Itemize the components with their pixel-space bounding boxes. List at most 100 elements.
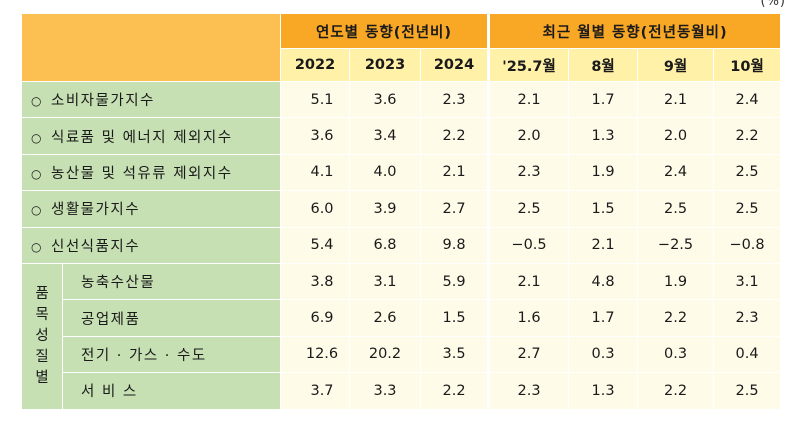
table-row: 서 비 스 3.7 3.3 2.2 2.3 1.3 2.2 2.5 — [22, 372, 782, 410]
value-cell: 4.0 — [349, 153, 421, 192]
value-cell: 2.7 — [419, 190, 490, 228]
value-cell: 2.0 — [487, 117, 570, 155]
value-cell: 2.6 — [349, 299, 421, 337]
value-cell: 4.1 — [280, 153, 350, 192]
table-row: 공업제품 6.9 2.6 1.5 1.6 1.7 2.2 2.3 — [22, 299, 782, 337]
value-cell: 9.8 — [419, 226, 490, 264]
value-cell: 4.8 — [568, 262, 639, 301]
value-cell: 12.6 — [280, 335, 350, 374]
header-row-groups: 연도별 동향(전년비) 최근 월별 동향(전년동월비) — [21, 13, 782, 82]
table-row: 전기 · 가스 · 수도 12.6 20.2 3.5 2.7 0.3 0.3 0… — [22, 335, 782, 374]
bullet-icon: ○ — [31, 130, 43, 145]
value-cell: 2.4 — [713, 80, 782, 119]
bullet-icon: ○ — [31, 166, 43, 181]
value-cell: 3.9 — [349, 190, 421, 228]
value-cell: 20.2 — [349, 335, 421, 374]
value-cell: 0.3 — [568, 335, 639, 374]
column-header: '25.7월 — [487, 48, 570, 82]
value-cell: 2.4 — [637, 153, 715, 192]
table-row: ○ 생활물가지수 6.0 3.9 2.7 2.5 1.5 2.5 2.5 — [21, 190, 782, 228]
value-cell: 2.3 — [713, 299, 782, 337]
table-row: ○ 농산물 및 석유류 제외지수 4.1 4.0 2.1 2.3 1.9 2.4 … — [21, 153, 782, 192]
annual-trend-header: 연도별 동향(전년비) — [279, 13, 490, 49]
header-row-periods: 2022 2023 2024 '25.7월 8월 9월 10월 — [22, 48, 782, 82]
value-cell: 6.8 — [349, 226, 421, 264]
value-cell: 1.3 — [568, 117, 639, 155]
value-cell: 2.5 — [713, 190, 782, 228]
header-corner — [21, 13, 281, 82]
column-header: 9월 — [637, 48, 715, 82]
value-cell: 3.1 — [349, 262, 421, 301]
table-row: ○ 신선식품지수 5.4 6.8 9.8 −0.5 2.1 −2.5 −0.8 — [21, 226, 782, 264]
row-label: ○ 소비자물가지수 — [21, 80, 281, 119]
value-cell: 3.1 — [713, 262, 782, 301]
value-cell: 3.7 — [280, 372, 350, 410]
value-cell: −0.5 — [487, 226, 570, 264]
value-cell: 6.9 — [280, 299, 350, 337]
value-cell: 5.4 — [280, 226, 350, 264]
row-label: 공업제품 — [62, 299, 281, 337]
unit-label: (%) — [760, 0, 786, 9]
value-cell: 1.3 — [568, 372, 639, 410]
row-label: 전기 · 가스 · 수도 — [62, 335, 281, 374]
column-header: 2024 — [419, 48, 490, 82]
row-label: 농축수산물 — [62, 262, 281, 301]
column-header: 10월 — [713, 48, 782, 82]
value-cell: 6.0 — [280, 190, 350, 228]
value-cell: −0.8 — [713, 226, 782, 264]
value-cell: 1.7 — [568, 299, 639, 337]
value-cell: −2.5 — [637, 226, 715, 264]
value-cell: 2.3 — [487, 153, 570, 192]
row-label: ○ 농산물 및 석유류 제외지수 — [21, 153, 281, 192]
value-cell: 0.3 — [637, 335, 715, 374]
table-row: ○ 소비자물가지수 5.1 3.6 2.3 2.1 1.7 2.1 2.4 — [21, 80, 782, 119]
column-header: 8월 — [568, 48, 639, 82]
value-cell: 3.3 — [349, 372, 421, 410]
value-cell: 2.7 — [487, 335, 570, 374]
item-group-title: 품 목 성 질 별 — [21, 262, 63, 410]
row-label: 서 비 스 — [62, 372, 281, 410]
value-cell: 3.6 — [349, 80, 421, 119]
value-cell: 1.9 — [637, 262, 715, 301]
value-cell: 3.8 — [280, 262, 350, 301]
cpi-trend-table: 연도별 동향(전년비) 최근 월별 동향(전년동월비) 2022 2023 20… — [21, 13, 782, 410]
value-cell: 3.6 — [280, 117, 350, 155]
bullet-icon: ○ — [31, 239, 43, 254]
value-cell: 2.5 — [713, 372, 782, 410]
row-label: ○ 신선식품지수 — [21, 226, 281, 264]
value-cell: 2.5 — [713, 153, 782, 192]
value-cell: 1.9 — [568, 153, 639, 192]
value-cell: 2.1 — [419, 153, 490, 192]
value-cell: 2.2 — [713, 117, 782, 155]
value-cell: 1.5 — [419, 299, 490, 337]
value-cell: 2.0 — [637, 117, 715, 155]
value-cell: 2.3 — [419, 80, 490, 119]
value-cell: 1.6 — [487, 299, 570, 337]
value-cell: 2.1 — [487, 80, 570, 119]
table-row: 품 목 성 질 별 농축수산물 3.8 3.1 5.9 2.1 4.8 1.9 … — [21, 262, 782, 410]
value-cell: 3.5 — [419, 335, 490, 374]
recent-monthly-trend-header: 최근 월별 동향(전년동월비) — [487, 13, 782, 49]
column-header: 2023 — [349, 48, 421, 82]
value-cell: 2.5 — [637, 190, 715, 228]
value-cell: 1.7 — [568, 80, 639, 119]
bullet-icon: ○ — [31, 203, 43, 218]
value-cell: 2.2 — [419, 117, 490, 155]
value-cell: 5.9 — [419, 262, 490, 301]
table-row: ○ 식료품 및 에너지 제외지수 3.6 3.4 2.2 2.0 1.3 2.0 … — [21, 117, 782, 155]
value-cell: 2.1 — [487, 262, 570, 301]
value-cell: 3.4 — [349, 117, 421, 155]
value-cell: 1.5 — [568, 190, 639, 228]
value-cell: 2.2 — [637, 299, 715, 337]
value-cell: 2.1 — [568, 226, 639, 264]
value-cell: 0.4 — [713, 335, 782, 374]
value-cell: 5.1 — [280, 80, 350, 119]
column-header: 2022 — [280, 48, 350, 82]
bullet-icon: ○ — [31, 94, 43, 109]
row-label: ○ 식료품 및 에너지 제외지수 — [21, 117, 281, 155]
value-cell: 2.1 — [637, 80, 715, 119]
value-cell: 2.2 — [419, 372, 490, 410]
value-cell: 2.5 — [487, 190, 570, 228]
value-cell: 2.3 — [487, 372, 570, 410]
value-cell: 2.2 — [637, 372, 715, 410]
